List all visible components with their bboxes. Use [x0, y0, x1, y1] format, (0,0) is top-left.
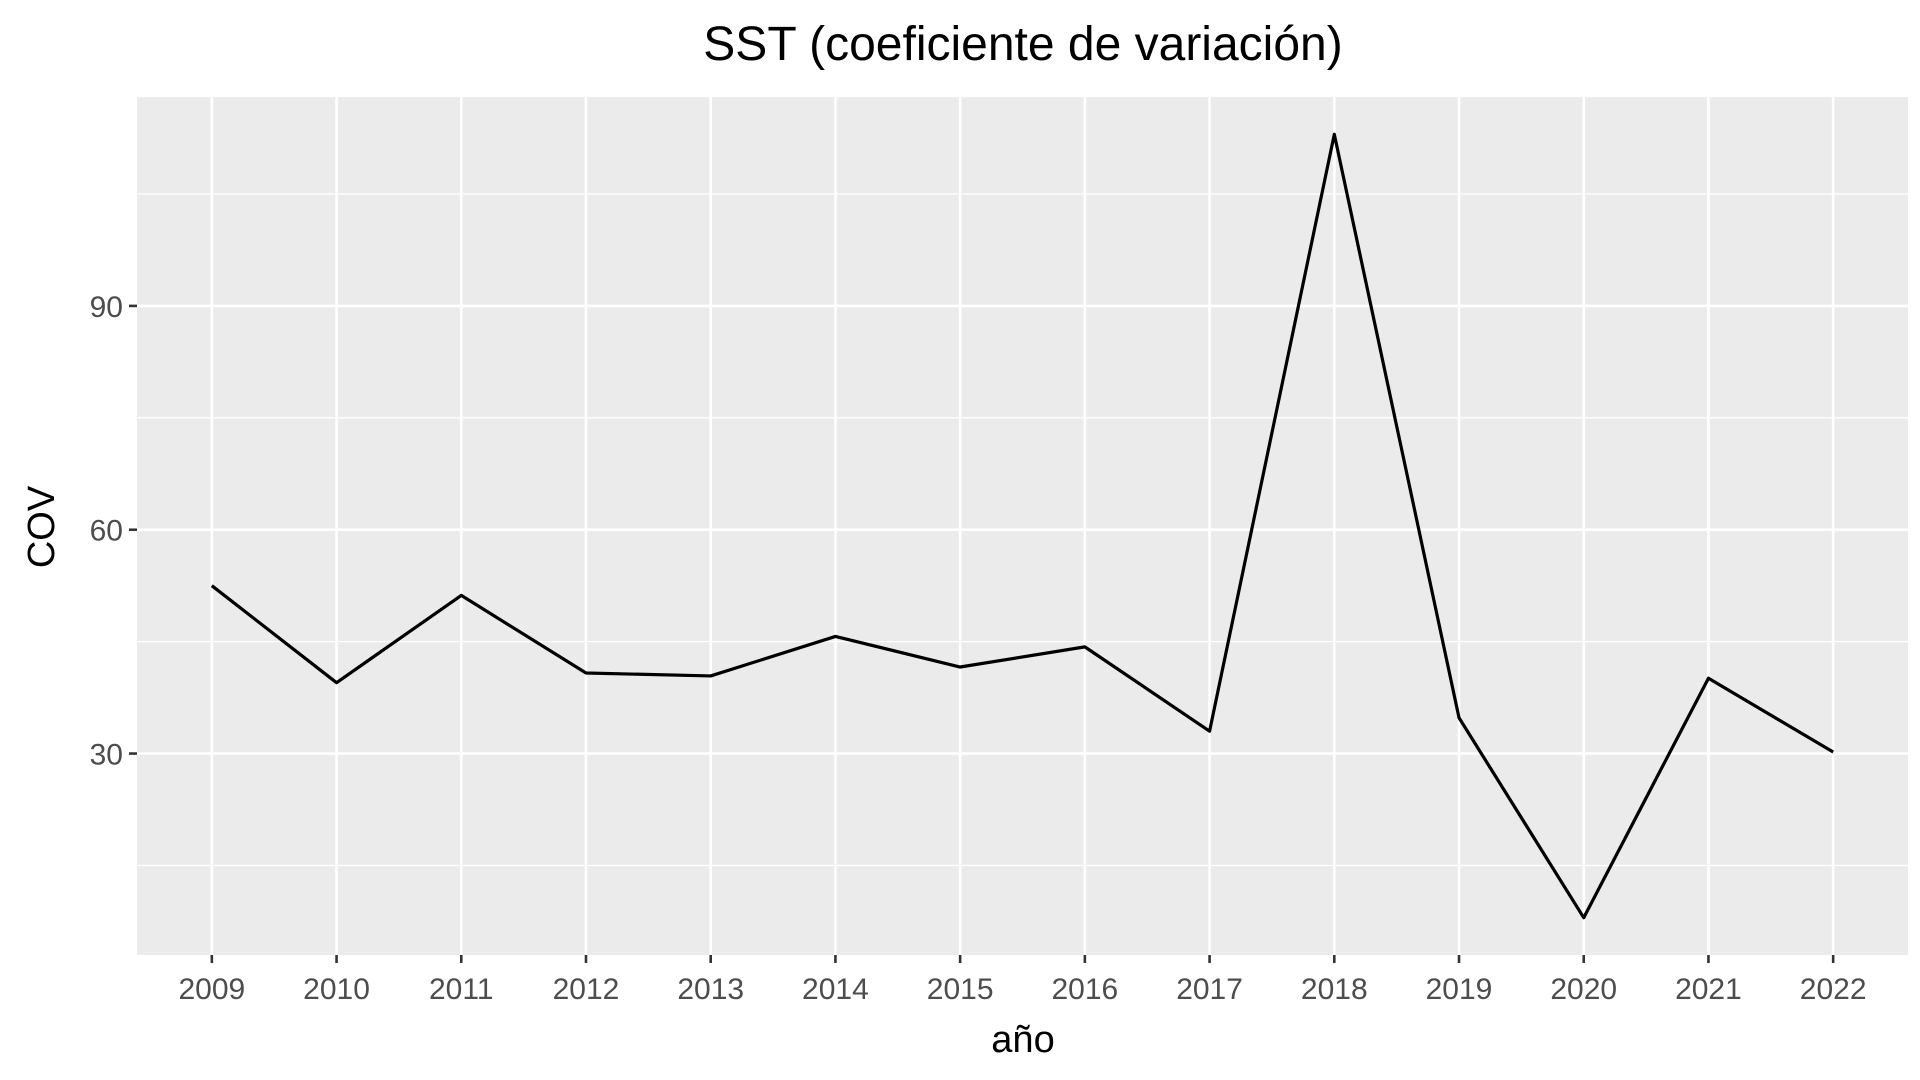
panel-background [137, 97, 1908, 955]
y-tick-label: 90 [90, 291, 123, 324]
x-tick-label: 2010 [303, 973, 370, 1006]
y-tick-label: 30 [90, 739, 123, 772]
x-tick-label: 2020 [1550, 973, 1617, 1006]
chart-title: SST (coeficiente de variación) [703, 18, 1342, 71]
x-tick-label: 2012 [553, 973, 620, 1006]
grid-lines [137, 97, 1908, 955]
axes: 30 60 90 2009 2010 2011 2012 2013 2014 2015 2016 20… [90, 291, 1867, 1006]
y-axis-label: COV [21, 485, 63, 568]
x-tick-label: 2014 [802, 973, 869, 1006]
plot-panel [137, 97, 1908, 955]
x-tick-label: 2021 [1675, 973, 1742, 1006]
x-tick-label: 2011 [429, 973, 494, 1006]
x-tick-label: 2019 [1426, 973, 1493, 1006]
y-tick-label: 60 [90, 515, 123, 548]
x-tick-label: 2009 [178, 973, 245, 1006]
x-tick-label: 2022 [1800, 973, 1867, 1006]
series-layer [210, 132, 1834, 920]
x-tick-label: 2017 [1176, 973, 1243, 1006]
x-tick-label: 2015 [927, 973, 994, 1006]
x-axis-label: año [991, 1019, 1054, 1061]
x-tick-label: 2016 [1051, 973, 1118, 1006]
series-line [210, 132, 1834, 920]
x-tick-label: 2013 [677, 973, 744, 1006]
x-tick-label: 2018 [1301, 973, 1368, 1006]
